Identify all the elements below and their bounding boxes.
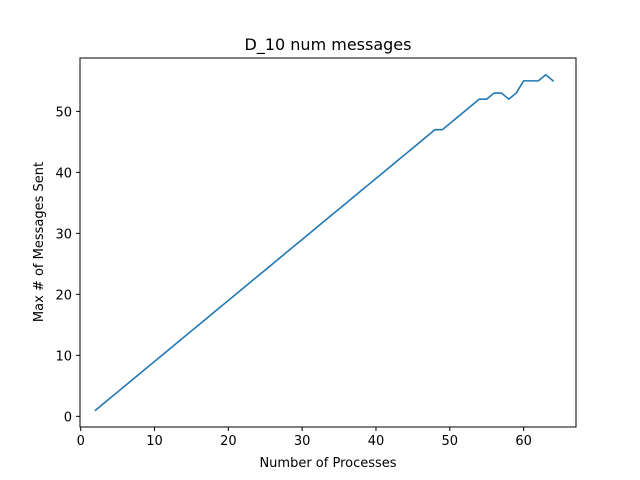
- x-tick-label: 20: [220, 434, 237, 449]
- x-tick-label: 50: [442, 434, 459, 449]
- y-tick-label: 10: [55, 349, 72, 364]
- x-tick-label: 40: [368, 434, 385, 449]
- chart-title: D_10 num messages: [245, 35, 412, 55]
- y-tick-label: 30: [55, 227, 72, 242]
- y-tick-label: 40: [55, 166, 72, 181]
- y-tick-label: 50: [55, 105, 72, 120]
- x-axis: 0 10 20 30 40 50 60: [77, 427, 532, 449]
- x-tick-label: 10: [146, 434, 163, 449]
- x-tick-label: 60: [515, 434, 532, 449]
- x-axis-label: Number of Processes: [259, 456, 396, 471]
- y-axis: 0 10 20 30 40 50: [55, 105, 80, 425]
- x-tick-label: 0: [77, 434, 85, 449]
- y-tick-label: 20: [55, 288, 72, 303]
- x-tick-label: 30: [294, 434, 311, 449]
- plot-frame: [79, 57, 577, 428]
- series-line: [94, 73, 555, 412]
- y-axis-label: Max # of Messages Sent: [32, 162, 47, 322]
- series-layer: [94, 73, 555, 412]
- y-tick-label: 0: [64, 410, 72, 425]
